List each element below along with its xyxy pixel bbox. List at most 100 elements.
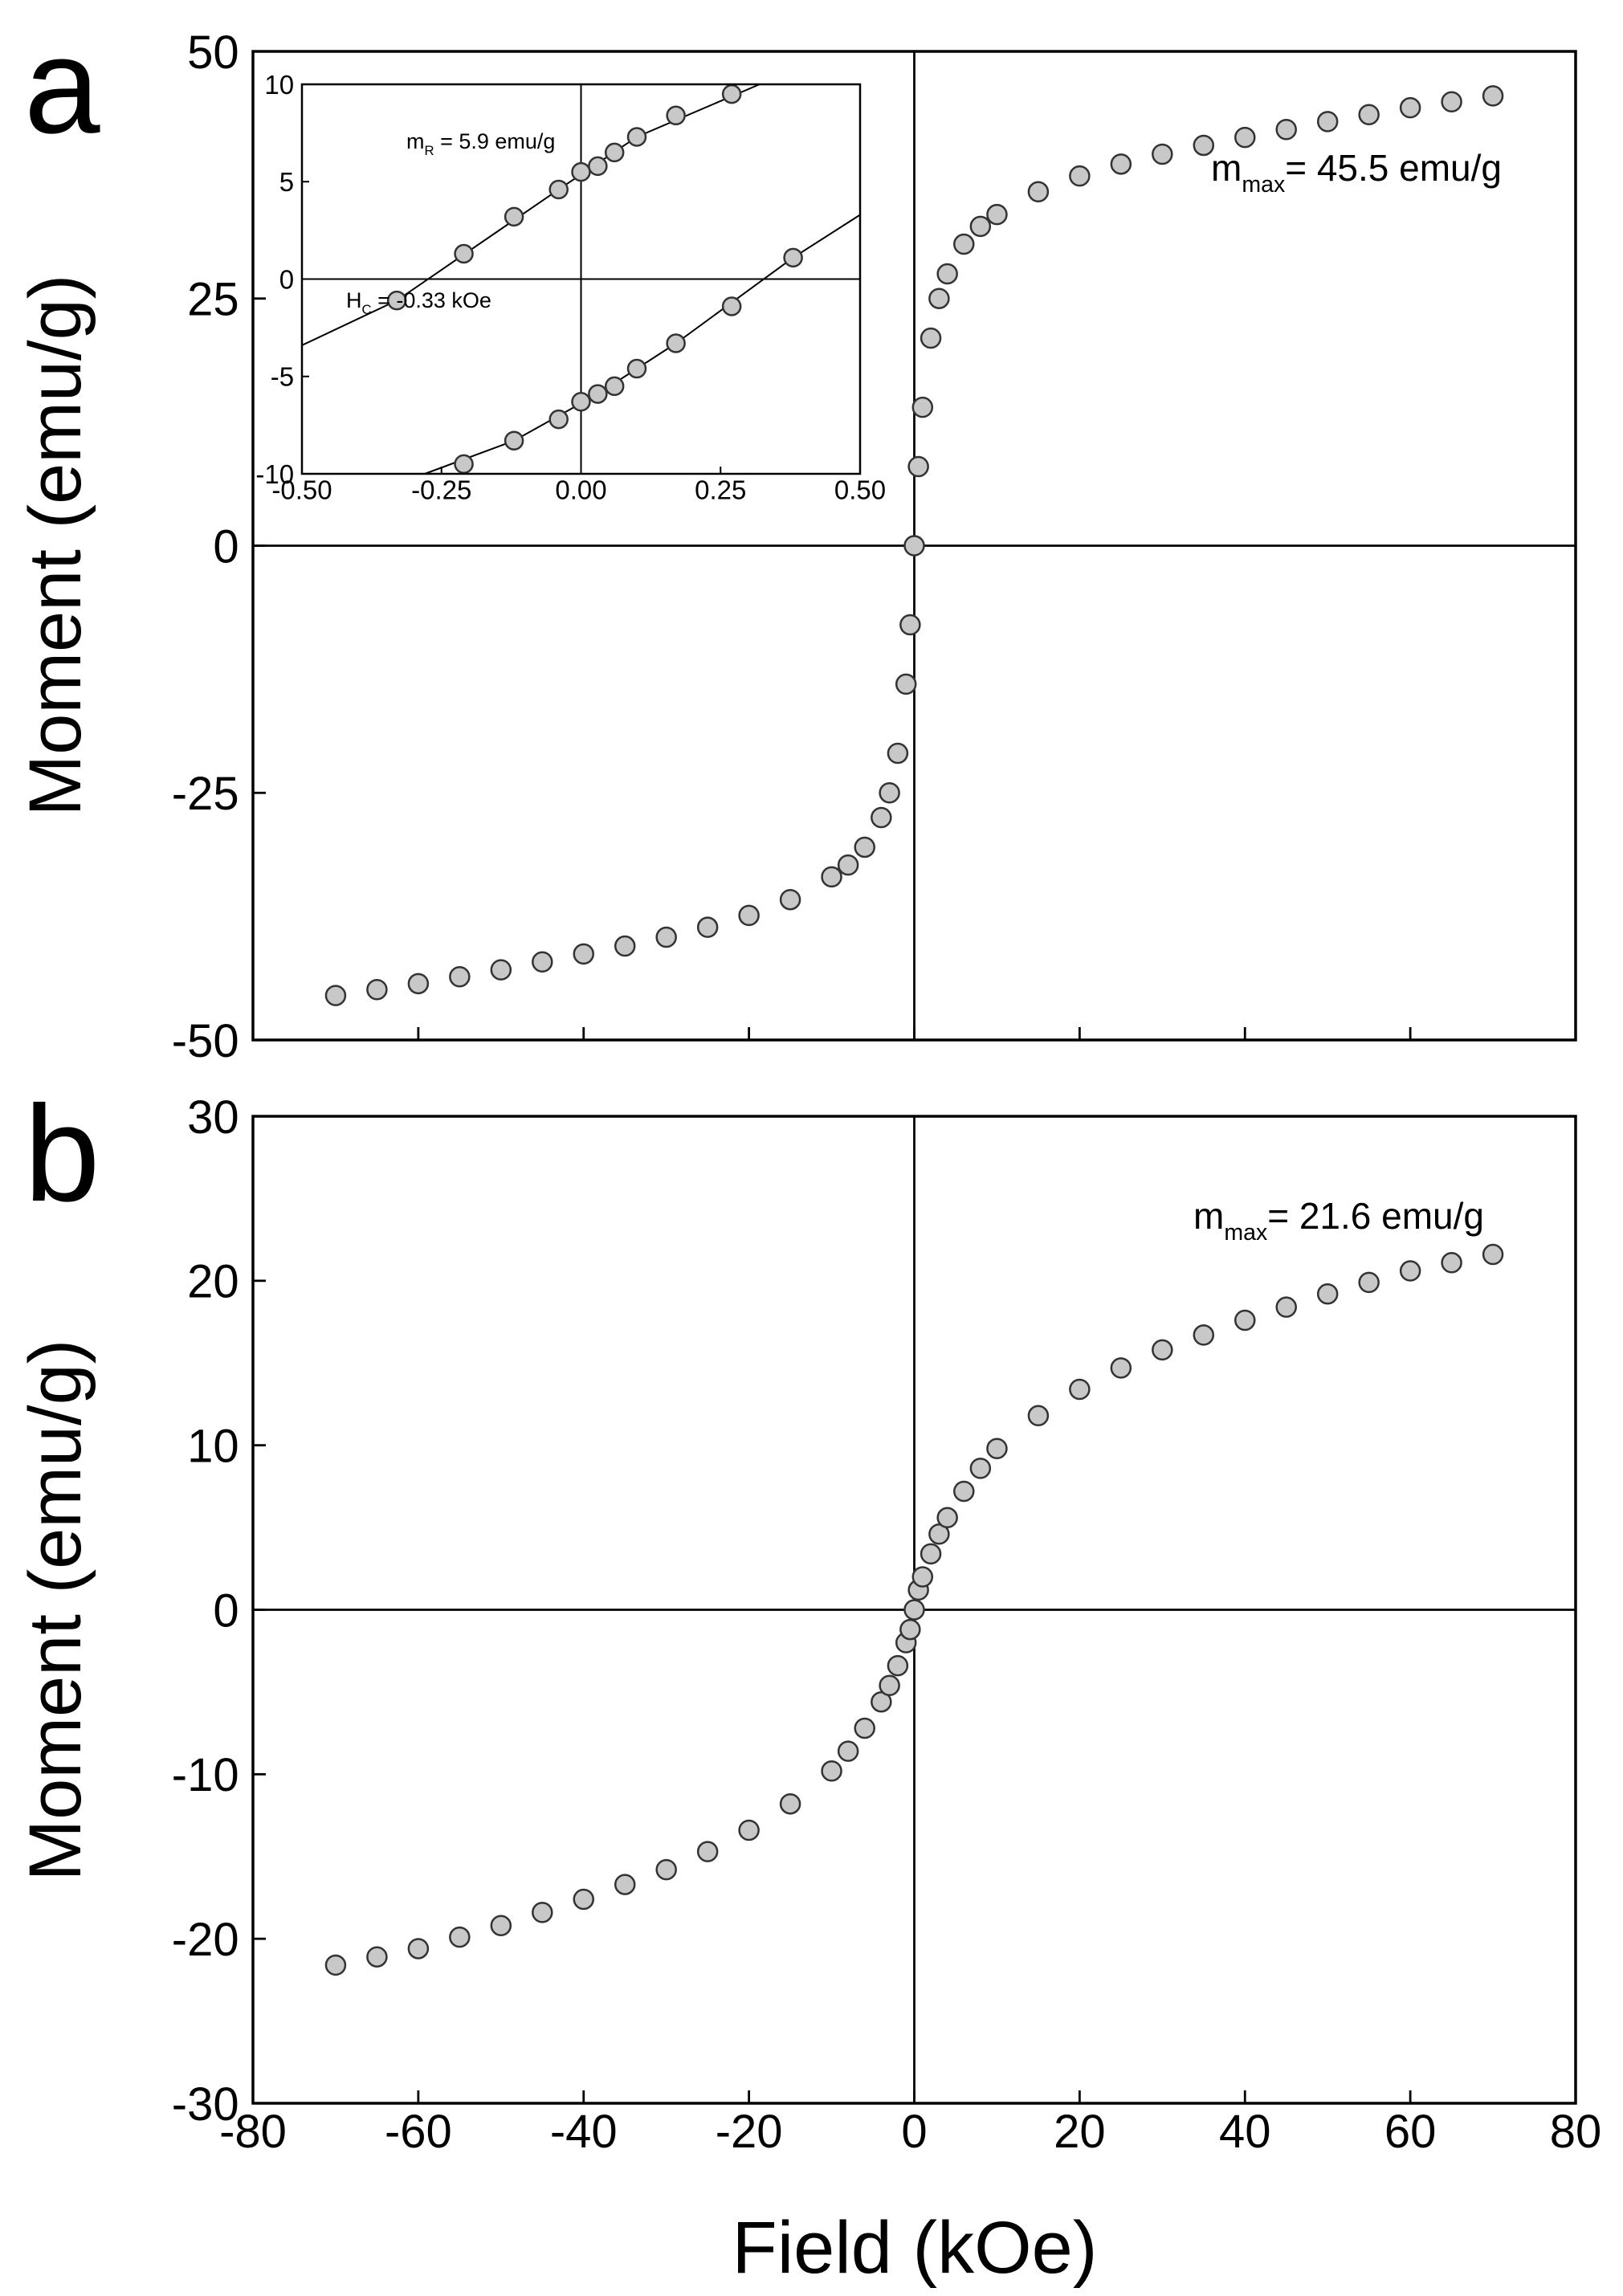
- data-point: [907, 455, 929, 478]
- data-point: [614, 1874, 636, 1895]
- data-point: [571, 161, 591, 182]
- x-tick-label: -60: [385, 2106, 452, 2158]
- y-tick-label: -30: [172, 2078, 239, 2131]
- data-point: [449, 965, 471, 988]
- annotation-part: m: [406, 129, 425, 153]
- data-point: [490, 1915, 512, 1937]
- x-tick-label: 20: [1054, 2106, 1106, 2158]
- x-tick-label: 60: [1384, 2106, 1437, 2158]
- annotation-part: = 45.5 emu/g: [1285, 147, 1502, 189]
- data-point: [655, 926, 677, 948]
- data-point: [1358, 104, 1380, 126]
- annotation-part: m: [1211, 147, 1242, 189]
- data-point: [899, 1618, 921, 1641]
- annotation-part: = 5.9 emu/g: [434, 129, 556, 153]
- y-tick-label: 0: [213, 1584, 239, 1637]
- annotation-sub: C: [362, 302, 372, 317]
- data-point: [1275, 1296, 1297, 1318]
- data-point: [532, 951, 553, 973]
- y-axis-label: Moment (emu/g): [14, 1340, 96, 1882]
- x-tick-label: -20: [716, 2106, 783, 2158]
- y-tick-label: 25: [187, 274, 239, 326]
- y-tick-label: 10: [264, 70, 294, 100]
- data-point: [1234, 126, 1256, 149]
- annotation: mmax= 21.6 emu/g: [1193, 1195, 1484, 1246]
- inset-annotation: HC = -0.33 kOe: [346, 288, 491, 317]
- data-point: [1069, 165, 1091, 187]
- data-point: [1441, 91, 1462, 113]
- data-point: [837, 1740, 859, 1762]
- data-point: [911, 396, 934, 418]
- data-point: [895, 673, 917, 695]
- data-point: [1152, 143, 1173, 165]
- y-tick-label: 50: [187, 27, 239, 79]
- data-point: [837, 854, 859, 876]
- data-point: [696, 916, 719, 938]
- y-tick-label: -20: [172, 1914, 239, 1966]
- data-point: [1441, 1252, 1462, 1274]
- data-point: [1110, 1357, 1132, 1379]
- data-point: [626, 127, 647, 147]
- data-point: [573, 1888, 594, 1911]
- y-tick-label: 10: [187, 1421, 239, 1473]
- data-point: [738, 904, 760, 927]
- x-tick-label: 0.50: [834, 475, 886, 504]
- inset-annotation: mR = 5.9 emu/g: [406, 129, 555, 158]
- data-point: [721, 296, 742, 316]
- data-point: [588, 384, 608, 404]
- data-point: [454, 243, 474, 264]
- data-point: [666, 105, 686, 126]
- annotation-part: H: [346, 288, 362, 312]
- data-point: [696, 1841, 719, 1862]
- x-tick-label: -0.25: [411, 475, 471, 504]
- data-point: [903, 1599, 925, 1621]
- data-point: [969, 215, 992, 238]
- data-point: [548, 409, 569, 430]
- data-point: [1027, 1405, 1050, 1427]
- data-point: [928, 288, 950, 309]
- data-point: [1193, 134, 1215, 157]
- data-point: [366, 978, 388, 1001]
- y-tick-label: -5: [271, 362, 294, 392]
- x-tick-label: 0: [901, 2106, 927, 2158]
- data-point: [504, 430, 524, 451]
- data-point: [1234, 1309, 1256, 1332]
- data-point: [936, 1507, 958, 1529]
- annotation-part: m: [1193, 1195, 1224, 1237]
- y-tick-label: -50: [172, 1015, 239, 1067]
- annotation-sub: R: [425, 143, 434, 158]
- data-point: [871, 806, 892, 829]
- data-point: [854, 836, 875, 858]
- y-tick-label: 0: [213, 520, 239, 573]
- data-point: [783, 247, 803, 268]
- y-tick-label: 20: [187, 1256, 239, 1308]
- data-point: [666, 333, 686, 353]
- data-point: [738, 1819, 760, 1841]
- data-point: [1275, 118, 1297, 141]
- data-point: [854, 1717, 875, 1739]
- data-point: [969, 1458, 992, 1479]
- data-point: [903, 535, 925, 557]
- data-point: [655, 1858, 677, 1881]
- y-tick-label: 30: [187, 1091, 239, 1144]
- data-point: [1399, 96, 1421, 119]
- x-tick-label: 0.00: [555, 475, 606, 504]
- data-point: [626, 358, 647, 379]
- x-tick-label: 80: [1550, 2106, 1602, 2158]
- x-tick-label: 0.25: [695, 475, 746, 504]
- data-point: [604, 376, 625, 397]
- data-point: [887, 742, 909, 765]
- data-point: [1482, 1243, 1504, 1266]
- data-point: [1027, 181, 1050, 203]
- data-point: [953, 1480, 975, 1503]
- data-point: [532, 1902, 553, 1923]
- data-point: [324, 1954, 347, 1976]
- data-point: [588, 156, 608, 177]
- data-point: [936, 263, 958, 285]
- data-point: [721, 84, 742, 104]
- data-point: [879, 1674, 900, 1696]
- data-point: [911, 1566, 934, 1588]
- data-point: [1358, 1271, 1380, 1294]
